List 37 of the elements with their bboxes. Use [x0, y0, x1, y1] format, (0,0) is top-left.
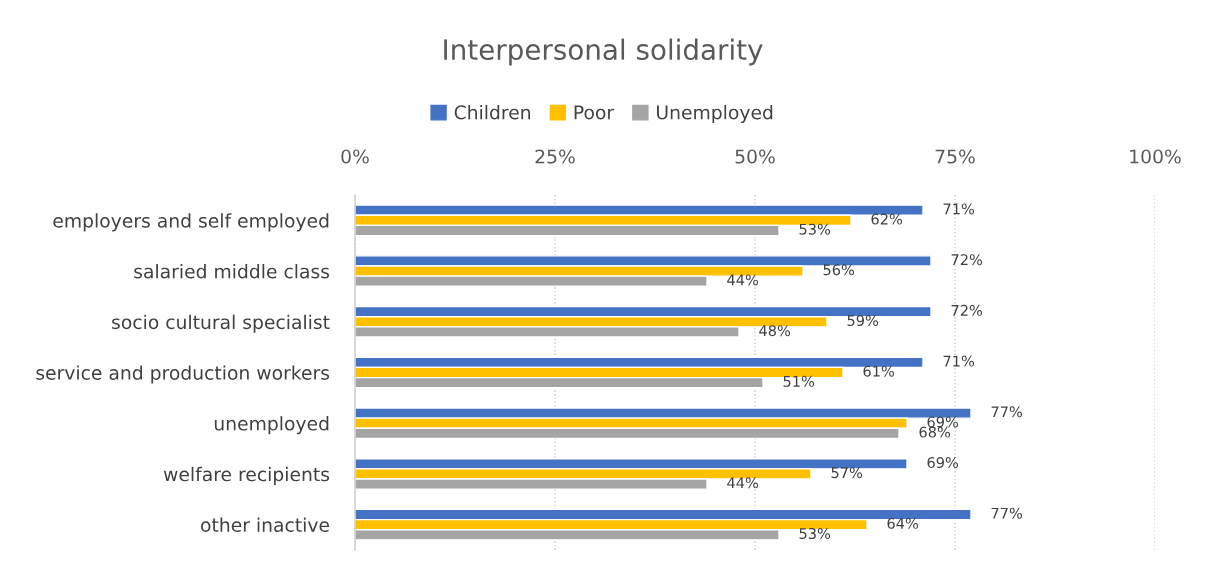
x-tick-label: 0%: [341, 149, 369, 164]
data-label: 69%: [927, 416, 959, 428]
data-label: 61%: [863, 365, 895, 377]
data-label: 72%: [951, 304, 983, 316]
chart-title: Interpersonal solidarity: [444, 38, 763, 66]
data-label: 68%: [919, 426, 951, 438]
x-tick-label: 100%: [1130, 149, 1181, 164]
data-label: 77%: [991, 507, 1023, 519]
data-label: 44%: [727, 477, 759, 489]
data-label: 51%: [783, 375, 815, 387]
data-label: 48%: [759, 325, 791, 337]
data-label: 53%: [799, 527, 831, 540]
x-tick-label: 75%: [935, 149, 975, 164]
data-label: 69%: [927, 456, 959, 469]
data-label: 53%: [799, 223, 831, 235]
data-label: 71%: [943, 355, 975, 367]
data-label: 72%: [951, 254, 983, 266]
y-tick-label: service and production workers: [36, 365, 330, 384]
data-label: 59%: [847, 314, 879, 327]
y-tick-label: welfare recipients: [163, 466, 330, 485]
data-label: 56%: [823, 264, 855, 276]
y-tick-label: employers and self employed: [53, 213, 329, 232]
y-tick-label: salaried middle class: [134, 263, 330, 279]
legend-label: Unemployed: [657, 104, 773, 124]
y-tick-label: socio cultural specialist: [112, 314, 330, 333]
legend-label: Children: [454, 104, 530, 120]
data-label: 71%: [943, 203, 975, 215]
x-tick-label: 50%: [735, 149, 775, 164]
y-tick-label: unemployed: [214, 416, 329, 435]
data-label: 44%: [727, 274, 759, 286]
data-label: 64%: [887, 517, 919, 529]
y-tick-label: other inactive: [201, 517, 329, 533]
data-label: 77%: [991, 406, 1023, 418]
data-label: 57%: [831, 467, 863, 479]
data-label: 62%: [871, 213, 903, 225]
x-tick-label: 25%: [535, 149, 575, 164]
legend-label: Poor: [574, 105, 615, 120]
